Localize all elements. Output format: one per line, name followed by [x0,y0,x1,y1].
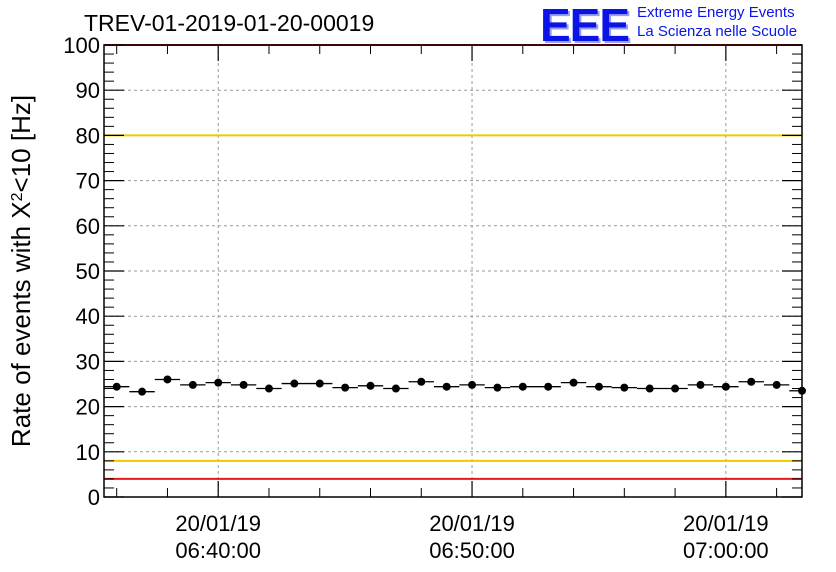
data-point [620,383,629,392]
data-point [468,380,477,389]
data-point [518,382,527,391]
tick-labels: 010203040506070809010020/01/1906:40:0020… [63,33,768,563]
data-point [671,384,680,393]
y-tick-label: 60 [76,214,100,239]
data-point [264,384,273,393]
x-tick-time: 07:00:00 [683,538,769,563]
data-point [645,384,654,393]
y-tick-label: 100 [63,33,100,58]
data-point [391,384,400,393]
logo-line-1: Extreme Energy Events [637,4,795,21]
grid [104,45,802,497]
y-tick-label: 0 [88,485,100,510]
y-tick-label: 90 [76,78,100,103]
y-tick-label: 20 [76,395,100,420]
axis-ticks [104,44,802,498]
data-point [138,387,147,396]
data-point [341,383,350,392]
eee-logo: EEE [540,0,630,51]
chart-title: TREV-01-2019-01-20-00019 [84,10,375,36]
y-tick-label: 50 [76,259,100,284]
data-point [747,377,756,386]
data-point [366,381,375,390]
y-tick-label: 80 [76,123,100,148]
logo-line-2: La Scienza nelle Scuole [637,23,798,40]
data-point [290,379,299,388]
data-point [163,375,172,384]
data-point [544,382,553,391]
data-point [696,380,705,389]
data-series [104,375,806,396]
data-point [239,380,248,389]
data-point [442,382,451,391]
data-point [188,380,197,389]
data-point [721,382,730,391]
data-point [417,377,426,386]
data-point [112,382,121,391]
reference-lines [104,44,802,480]
x-tick-time: 06:50:00 [429,538,515,563]
x-tick-date: 20/01/19 [429,511,515,536]
y-tick-label: 10 [76,440,100,465]
data-point [772,380,781,389]
y-tick-label: 40 [76,304,100,329]
data-point [594,382,603,391]
data-point [569,378,578,387]
y-axis-label: Rate of events with X2<10 [Hz] [6,95,36,447]
data-point [493,383,502,392]
y-tick-label: 30 [76,349,100,374]
data-point [315,379,324,388]
data-point [214,378,223,387]
y-tick-label: 70 [76,169,100,194]
x-tick-time: 06:40:00 [175,538,261,563]
x-tick-date: 20/01/19 [683,511,769,536]
x-tick-date: 20/01/19 [175,511,261,536]
